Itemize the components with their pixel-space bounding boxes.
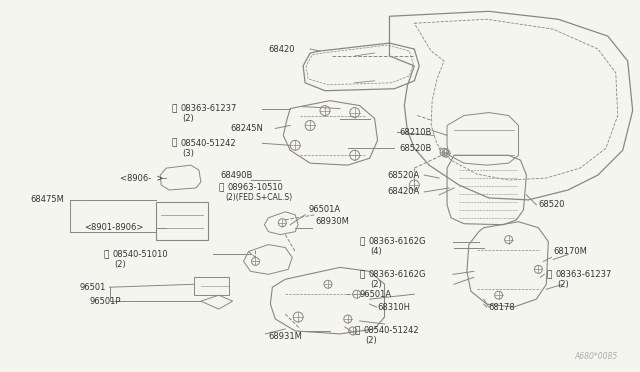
Text: Ⓢ: Ⓢ: [171, 139, 177, 148]
Text: (2): (2): [182, 114, 194, 123]
Text: 08363-6162G: 08363-6162G: [369, 237, 426, 246]
Text: 08363-61237: 08363-61237: [556, 270, 612, 279]
Text: 68420A: 68420A: [387, 187, 420, 196]
Text: (2)(FED.S+CAL.S): (2)(FED.S+CAL.S): [226, 193, 293, 202]
Text: (4): (4): [371, 247, 382, 256]
Text: 68310H: 68310H: [378, 302, 411, 312]
Bar: [194, 277, 228, 295]
Text: 08540-51242: 08540-51242: [180, 139, 236, 148]
Text: Ⓢ: Ⓢ: [360, 270, 365, 279]
Text: (2): (2): [557, 280, 569, 289]
Text: 96501A: 96501A: [308, 205, 340, 214]
Text: 68245N: 68245N: [230, 124, 264, 133]
Text: 68931M: 68931M: [268, 332, 302, 341]
Text: Ⓢ: Ⓢ: [104, 250, 109, 259]
Text: Ⓢ: Ⓢ: [171, 104, 177, 113]
Text: 68178: 68178: [489, 302, 515, 312]
Text: 68475M: 68475M: [30, 195, 64, 204]
Text: Ⓢ: Ⓢ: [547, 270, 552, 279]
Text: 96501P: 96501P: [90, 296, 121, 306]
Text: A680*0085: A680*0085: [575, 352, 618, 361]
Text: (2): (2): [365, 336, 378, 345]
Text: 08363-6162G: 08363-6162G: [369, 270, 426, 279]
Text: 08540-51242: 08540-51242: [364, 326, 419, 336]
Text: 68490B: 68490B: [221, 171, 253, 180]
Text: 68170M: 68170M: [553, 247, 587, 256]
Text: (2): (2): [371, 280, 382, 289]
Text: 68210B: 68210B: [399, 128, 432, 137]
Text: 08540-51010: 08540-51010: [113, 250, 168, 259]
Text: 68420: 68420: [268, 45, 295, 54]
Text: 68520B: 68520B: [399, 144, 432, 153]
Text: Ⓢ: Ⓢ: [355, 326, 360, 336]
Text: 68930M: 68930M: [315, 217, 349, 226]
Text: 08363-61237: 08363-61237: [180, 104, 236, 113]
Text: 68520: 68520: [538, 201, 565, 209]
Text: 68520A: 68520A: [387, 171, 420, 180]
Text: Ⓢ: Ⓢ: [360, 237, 365, 246]
Text: Ⓝ: Ⓝ: [219, 183, 224, 192]
Text: <8906-  >: <8906- >: [120, 174, 163, 183]
Text: 08963-10510: 08963-10510: [228, 183, 284, 192]
Text: 96501A: 96501A: [360, 290, 392, 299]
Bar: [156, 202, 208, 240]
Text: <8901-8906>: <8901-8906>: [84, 223, 143, 232]
Text: 96501: 96501: [80, 283, 106, 292]
Text: (3): (3): [182, 149, 194, 158]
Text: (2): (2): [115, 260, 126, 269]
